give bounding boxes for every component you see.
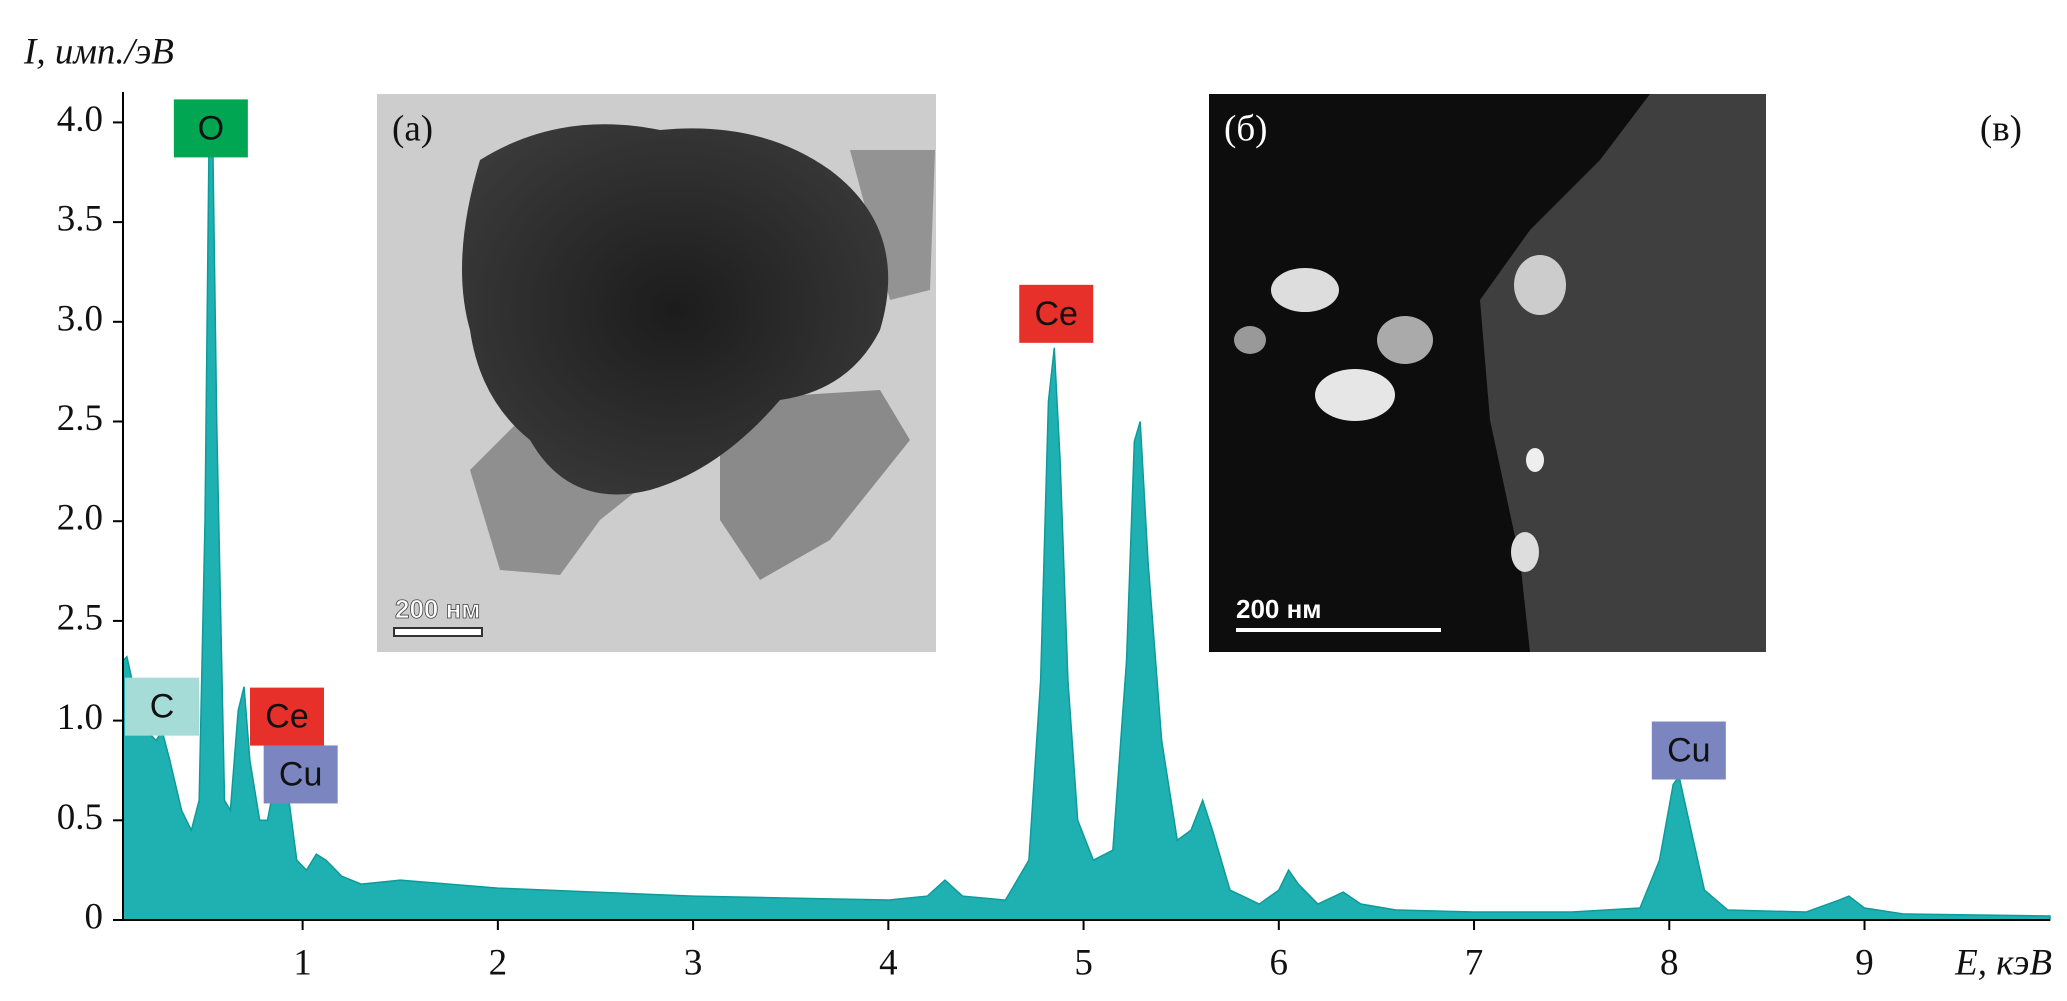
x-tick-label: 4 xyxy=(879,942,898,983)
particle xyxy=(462,124,889,495)
bright-particle xyxy=(1526,448,1544,472)
x-axis-label: E, кэВ xyxy=(1954,942,2052,983)
bright-particle xyxy=(1514,255,1566,315)
bright-region xyxy=(1480,94,1766,652)
scale-bar-label: 200 нм xyxy=(1236,594,1322,624)
x-tick-label: 8 xyxy=(1660,942,1679,983)
y-tick-label: 3.5 xyxy=(57,199,103,240)
peak-label: C xyxy=(150,688,175,726)
bright-particle xyxy=(1271,268,1339,312)
bright-particle xyxy=(1234,326,1266,354)
y-tick-label: 2.5 xyxy=(57,398,103,439)
y-tick-label: 2.0 xyxy=(57,498,103,539)
inset-b: (б) 200 нм xyxy=(1209,94,1766,652)
y-tick-label: 0 xyxy=(85,896,104,937)
y-tick-label: 4.0 xyxy=(57,99,103,140)
x-tick-label: 2 xyxy=(489,942,508,983)
x-tick-label: 5 xyxy=(1074,942,1093,983)
peak-label-box xyxy=(263,745,338,804)
inset-label: (а) xyxy=(392,108,433,149)
x-tick-label: 7 xyxy=(1465,942,1484,983)
x-tick-label: 1 xyxy=(293,942,312,983)
peak-label-box xyxy=(1651,721,1726,780)
inset-a: (а) 200 нм xyxy=(377,94,936,652)
flake xyxy=(850,150,935,300)
flake xyxy=(470,420,650,575)
peak-label-box xyxy=(173,99,248,158)
panel-label: (в) xyxy=(1980,108,2022,149)
y-tick-label: 3.0 xyxy=(57,298,103,339)
x-tick-label: 6 xyxy=(1270,942,1289,983)
scale-bar-label: 200 нм xyxy=(395,594,481,624)
y-tick-label: 0.5 xyxy=(57,797,103,838)
scale-bar xyxy=(393,627,483,637)
peak-label-box xyxy=(1019,284,1094,343)
spectrum-area xyxy=(122,142,2051,921)
bright-particle xyxy=(1377,316,1433,364)
x-tick-label: 3 xyxy=(684,942,703,983)
y-tick-label: 2.5 xyxy=(57,597,103,638)
peak-label: Ce xyxy=(1035,295,1078,333)
scale-bar xyxy=(1236,628,1441,632)
flake xyxy=(720,390,910,580)
peak-label: O xyxy=(198,109,224,147)
inset-label: (б) xyxy=(1224,108,1267,149)
x-tick-label: 9 xyxy=(1855,942,1874,983)
y-tick-label: 1.0 xyxy=(57,697,103,738)
peak-label-box xyxy=(125,677,200,736)
y-axis-label: I, имп./эВ xyxy=(23,31,174,72)
peak-label: Cu xyxy=(1667,731,1710,769)
peak-label: Cu xyxy=(279,755,322,793)
peak-label-box xyxy=(250,687,324,746)
bright-particle xyxy=(1315,369,1395,421)
peak-label: Ce xyxy=(265,698,308,736)
bright-particle xyxy=(1511,532,1539,572)
